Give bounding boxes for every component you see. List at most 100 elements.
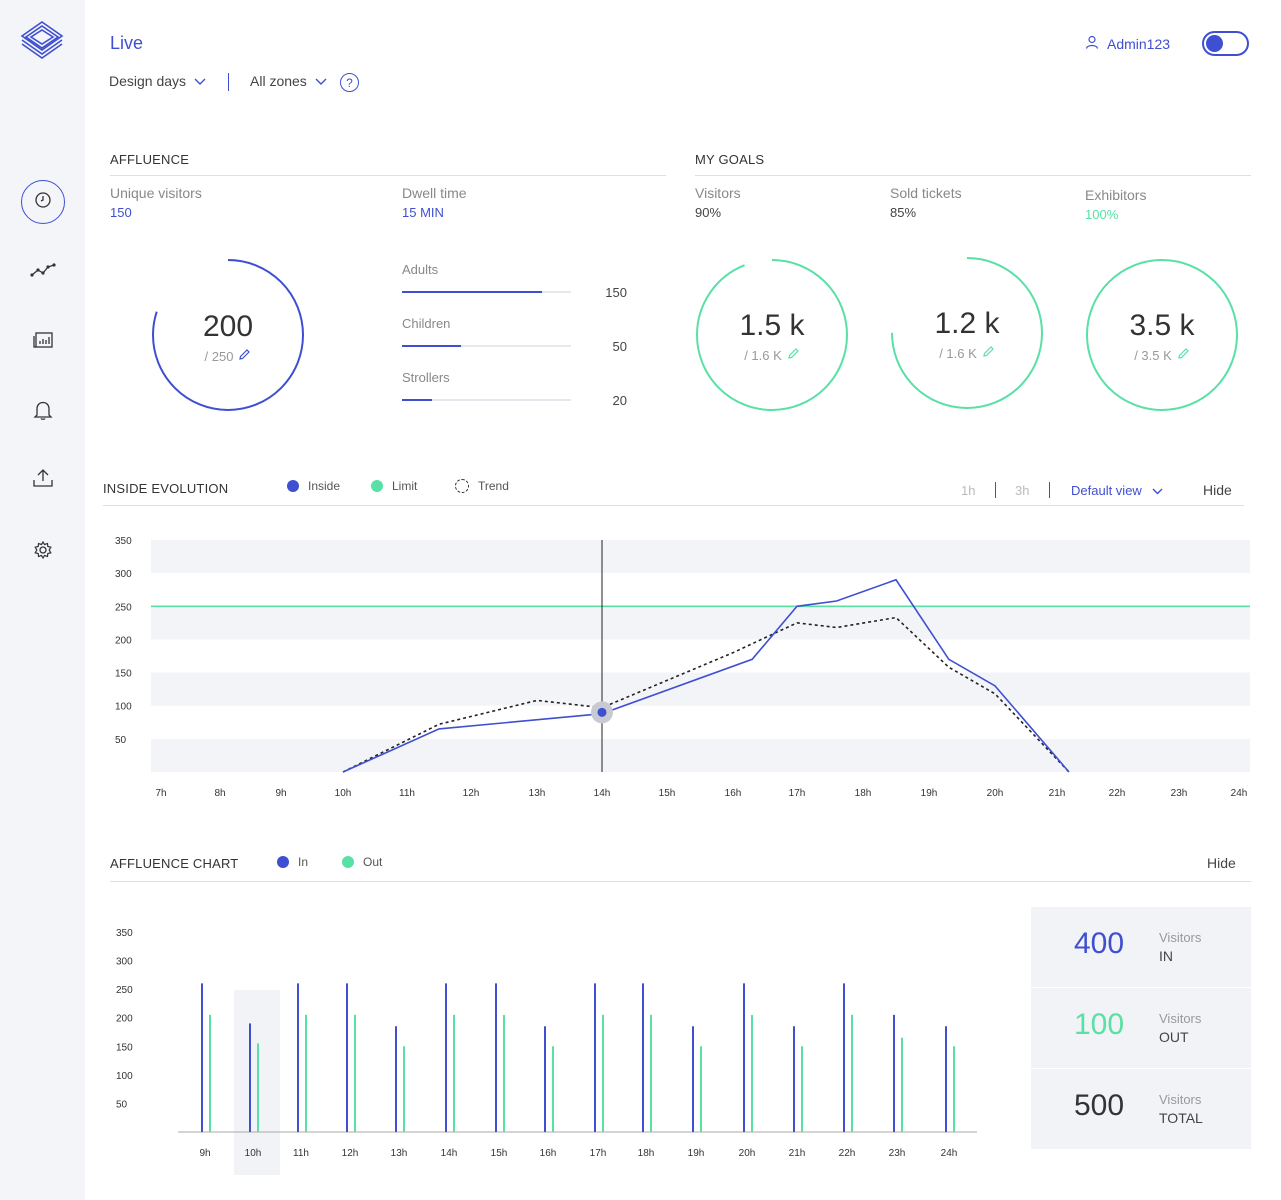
stat-sublabel: IN — [1159, 948, 1173, 964]
legend-in-swatch — [277, 856, 289, 868]
x-tick-label: 13h — [529, 788, 546, 799]
x-tick-label: 14h — [594, 788, 611, 799]
x-tick-label: 19h — [688, 1148, 705, 1159]
x-tick-label: 10h — [245, 1148, 262, 1159]
x-tick-label: 16h — [540, 1148, 557, 1159]
edit-icon[interactable] — [1177, 347, 1190, 363]
x-tick-label: 22h — [1109, 788, 1126, 799]
x-tick-label: 23h — [1171, 788, 1188, 799]
goal-label: Exhibitors — [1085, 187, 1147, 203]
edit-icon[interactable] — [238, 348, 251, 364]
goal-label: Visitors — [695, 185, 741, 201]
user-menu[interactable]: Admin123 — [1085, 35, 1170, 52]
days-filter-label: Design days — [109, 73, 187, 89]
legend-trend: Trend — [455, 479, 509, 493]
breakdown-fill — [402, 399, 432, 401]
edit-icon[interactable] — [787, 347, 800, 363]
goal-total-text: / 1.6 K — [744, 347, 782, 363]
x-tick-label: 15h — [659, 788, 676, 799]
y-tick-label: 50 — [115, 735, 127, 746]
view-dropdown[interactable]: Default view — [1071, 483, 1163, 498]
legend-inside-swatch — [287, 480, 299, 492]
breakdown-label: Children — [402, 316, 451, 331]
goal-ring — [1086, 259, 1238, 411]
chevron-down-icon — [1152, 483, 1163, 498]
legend-trend-label: Trend — [478, 479, 509, 493]
legend-limit-label: Limit — [392, 479, 418, 493]
goal-value: 1.2 k — [934, 307, 1000, 340]
breakdown-value: 150 — [605, 285, 627, 300]
goals-divider — [695, 175, 1251, 176]
nav-export[interactable] — [21, 458, 65, 502]
stat-label: Visitors — [1159, 1011, 1202, 1026]
edit-icon[interactable] — [982, 345, 995, 361]
trend-series-line — [342, 616, 1070, 773]
days-filter[interactable]: Design days — [109, 73, 206, 89]
sidebar — [0, 0, 85, 1200]
nav-dashboard[interactable] — [21, 180, 65, 224]
affluence-ring-total-text: / 250 — [204, 348, 234, 364]
stat-sublabel: OUT — [1159, 1029, 1189, 1045]
y-tick-label: 150 — [116, 1042, 133, 1053]
live-toggle[interactable] — [1202, 31, 1249, 56]
breakdown-value: 50 — [612, 339, 627, 354]
x-tick-label: 18h — [638, 1148, 655, 1159]
y-tick-label: 300 — [116, 957, 133, 968]
dwell-time-label: Dwell time — [402, 185, 467, 201]
goal-total: / 1.6 K — [695, 347, 849, 363]
legend-out: Out — [342, 855, 382, 869]
x-tick-label: 12h — [463, 788, 480, 799]
y-tick-label: 150 — [115, 669, 132, 680]
goal-total: / 1.6 K — [890, 345, 1044, 361]
stat-label: Visitors — [1159, 1092, 1202, 1107]
x-tick-label: 14h — [441, 1148, 458, 1159]
stat-box: 500 Visitors TOTAL — [1031, 1069, 1251, 1149]
inside-evolution-chart: 50 100 150 200 250 300 350 7h 8h 9h 10h 11h 12h 13h 14… — [115, 536, 1250, 799]
unique-visitors-label: Unique visitors — [110, 185, 202, 201]
evolution-title: INSIDE EVOLUTION — [103, 481, 229, 496]
highlight-point[interactable] — [597, 707, 607, 717]
x-tick-label: 18h — [855, 788, 872, 799]
x-tick-label: 10h — [335, 788, 352, 799]
filter-divider — [228, 73, 229, 91]
affluence-bar-chart: 50 100 150 200 250 300 350 9h 10h 11h 12h 13h 14h 15h… — [116, 928, 977, 1175]
affluence-chart-hide-button[interactable]: Hide — [1207, 855, 1236, 871]
x-tick-label: 7h — [155, 788, 166, 799]
stat-sublabel: TOTAL — [1159, 1110, 1203, 1126]
clock-icon — [34, 191, 52, 214]
range-3h-button[interactable]: 3h — [1015, 483, 1030, 498]
y-tick-label: 200 — [116, 1014, 133, 1025]
goal-percent: 100% — [1085, 207, 1119, 222]
evolution-hide-button[interactable]: Hide — [1203, 482, 1232, 498]
grid-band — [151, 738, 1250, 772]
breakdown-track — [402, 345, 571, 347]
y-tick-label: 100 — [115, 702, 132, 713]
help-icon[interactable]: ? — [340, 73, 359, 92]
goal-percent: 90% — [695, 205, 722, 220]
main-content: Live Design days All zones ? Admin123 AF… — [85, 0, 1281, 1200]
x-tick-label: 9h — [275, 788, 286, 799]
app-logo[interactable] — [18, 18, 66, 62]
range-1h-button[interactable]: 1h — [961, 483, 976, 498]
x-tick-label: 13h — [391, 1148, 408, 1159]
range-divider — [1049, 482, 1050, 498]
breakdown-value: 20 — [612, 393, 627, 408]
nav-reports[interactable] — [21, 320, 65, 364]
goal-total: / 3.5 K — [1085, 347, 1239, 363]
x-tick-label: 11h — [293, 1148, 309, 1159]
x-tick-label: 24h — [941, 1148, 958, 1159]
legend-in-label: In — [298, 855, 309, 869]
nav-settings[interactable] — [21, 530, 65, 574]
x-tick-label: 20h — [987, 788, 1004, 799]
nav-alerts[interactable] — [21, 390, 65, 434]
x-tick-label: 21h — [1049, 788, 1066, 799]
x-tick-label: 22h — [839, 1148, 856, 1159]
zones-filter[interactable]: All zones — [250, 73, 327, 89]
gear-icon — [33, 540, 53, 565]
nav-analytics[interactable] — [21, 250, 65, 294]
x-tick-label: 21h — [789, 1148, 806, 1159]
x-tick-label: 19h — [921, 788, 938, 799]
range-divider — [995, 482, 996, 498]
breakdown-label: Strollers — [402, 370, 450, 385]
report-icon — [32, 331, 54, 354]
